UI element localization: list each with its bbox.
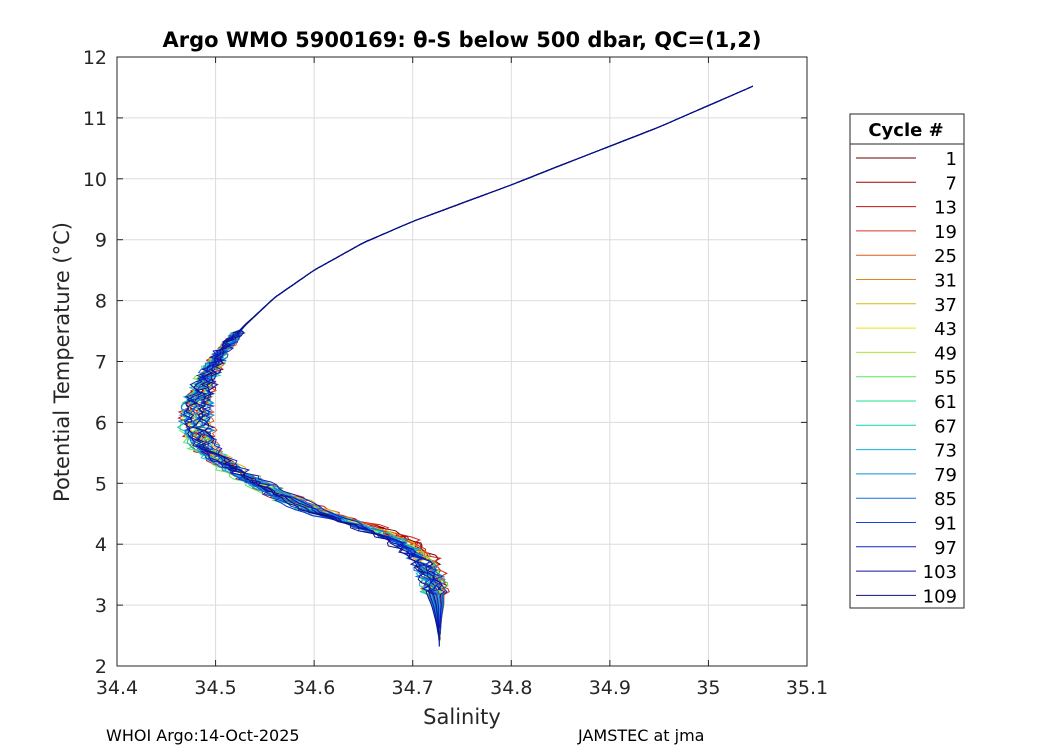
x-tick-label: 34.7 (392, 677, 434, 699)
y-tick-label: 4 (95, 534, 107, 556)
y-tick-label: 7 (95, 352, 107, 374)
x-axis: 34.4 34.5 34.6 34.7 34.8 34.9 35 35.1 (96, 57, 828, 699)
legend-label: 103 (923, 562, 957, 583)
legend-label: 25 (934, 246, 957, 267)
legend-box (849, 113, 965, 609)
y-tick-label: 3 (95, 595, 107, 617)
legend-label: 13 (934, 198, 957, 219)
x-tick-label: 34.8 (490, 677, 532, 699)
y-tick-label: 11 (83, 108, 107, 130)
legend-label: 1 (946, 149, 957, 170)
x-tick-label: 34.5 (194, 677, 236, 699)
y-tick-label: 10 (83, 169, 107, 191)
y-tick-label: 9 (95, 230, 107, 252)
legend-title: Cycle # (868, 120, 943, 141)
legend-label: 85 (934, 489, 957, 510)
legend-entries: 1 7 13 19 25 31 37 43 49 55 61 67 73 79 85 91 97 103 109 (856, 149, 957, 607)
footer-right: JAMSTEC at jma (578, 726, 705, 745)
legend-label: 19 (934, 222, 957, 243)
legend: Cycle # 1 7 13 19 25 31 37 43 49 55 61 67 73 79 85 91 97… (849, 113, 965, 609)
x-tick-label: 35 (696, 677, 720, 699)
y-tick-label: 6 (95, 412, 107, 434)
y-axis-label: Potential Temperature (°C) (50, 222, 74, 502)
footer-left: WHOI Argo:14-Oct-2025 (106, 726, 300, 745)
legend-label: 61 (934, 392, 957, 413)
grid (117, 57, 807, 666)
legend-label: 79 (934, 465, 957, 486)
profile-line-109 (197, 85, 754, 635)
legend-label: 91 (934, 514, 957, 535)
legend-label: 67 (934, 416, 957, 437)
legend-label: 7 (946, 173, 957, 194)
legend-label: 31 (934, 271, 957, 292)
legend-label: 43 (934, 319, 957, 340)
x-axis-label: Salinity (423, 705, 501, 729)
y-tick-label: 2 (95, 656, 107, 678)
x-tick-label: 35.1 (786, 677, 828, 699)
legend-label: 49 (934, 343, 957, 364)
x-tick-label: 34.4 (96, 677, 138, 699)
legend-label: 37 (934, 295, 957, 316)
profiles (176, 85, 754, 647)
y-tick-label: 12 (83, 47, 107, 69)
legend-label: 55 (934, 368, 957, 389)
y-tick-label: 5 (95, 473, 107, 495)
x-tick-label: 34.9 (589, 677, 631, 699)
y-axis: 2 3 4 5 6 7 8 9 10 11 12 (83, 47, 807, 678)
legend-label: 109 (923, 586, 957, 607)
x-tick-label: 34.6 (293, 677, 335, 699)
y-tick-label: 8 (95, 291, 107, 313)
chart-title: Argo WMO 5900169: θ-S below 500 dbar, QC… (163, 28, 762, 52)
legend-label: 97 (934, 538, 957, 559)
legend-label: 73 (934, 441, 957, 462)
